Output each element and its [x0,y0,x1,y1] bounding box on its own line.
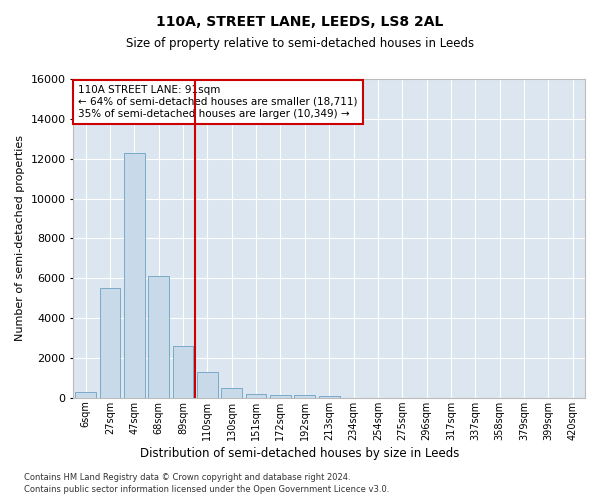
Bar [148,276,169,398]
Text: 110A, STREET LANE, LEEDS, LS8 2AL: 110A, STREET LANE, LEEDS, LS8 2AL [157,15,443,29]
Bar [221,388,242,398]
Bar [270,395,291,398]
Bar [197,372,218,398]
Text: Contains HM Land Registry data © Crown copyright and database right 2024.: Contains HM Land Registry data © Crown c… [24,472,350,482]
Bar [319,396,340,398]
Bar [124,152,145,398]
Bar [295,395,315,398]
Text: Distribution of semi-detached houses by size in Leeds: Distribution of semi-detached houses by … [140,448,460,460]
Text: 110A STREET LANE: 91sqm
← 64% of semi-detached houses are smaller (18,711)
35% o: 110A STREET LANE: 91sqm ← 64% of semi-de… [79,86,358,118]
Bar [173,346,193,398]
Text: Contains public sector information licensed under the Open Government Licence v3: Contains public sector information licen… [24,485,389,494]
Bar [75,392,96,398]
Y-axis label: Number of semi-detached properties: Number of semi-detached properties [15,136,25,342]
Bar [246,394,266,398]
Text: Size of property relative to semi-detached houses in Leeds: Size of property relative to semi-detach… [126,38,474,51]
Bar [100,288,120,398]
